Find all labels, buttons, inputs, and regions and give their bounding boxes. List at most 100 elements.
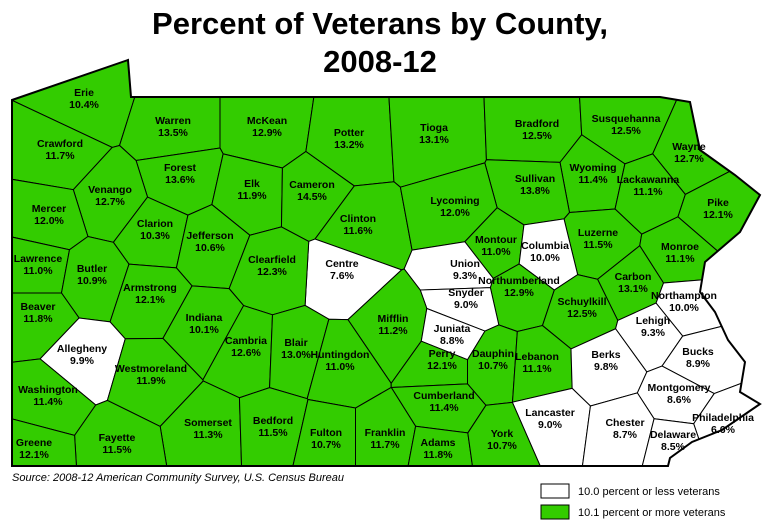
county-value: 9.9% <box>70 355 95 367</box>
county-value: 7.6% <box>330 270 355 282</box>
county-value: 13.1% <box>419 134 449 146</box>
county-name: Armstrong <box>123 282 177 294</box>
county-labels: Erie10.4%Crawford11.7%Warren13.5%McKean1… <box>14 87 754 461</box>
county-name: Lackawanna <box>617 174 680 186</box>
county-value: 8.5% <box>661 441 686 453</box>
county-value: 12.1% <box>427 360 457 372</box>
county-name: Venango <box>88 184 132 196</box>
county-value: 6.6% <box>711 424 736 436</box>
county-name: Pike <box>707 197 729 209</box>
county-value: 11.8% <box>23 313 53 325</box>
county-name: Fayette <box>99 432 136 444</box>
county-value: 8.8% <box>440 335 465 347</box>
county-value: 11.7% <box>370 439 400 451</box>
county-value: 8.6% <box>667 394 692 406</box>
county-name: Clearfield <box>248 254 296 266</box>
county-value: 10.4% <box>69 99 99 111</box>
county-value: 11.5% <box>583 239 613 251</box>
county-name: Juniata <box>434 323 471 335</box>
county-value: 11.3% <box>193 429 223 441</box>
county-name: Wayne <box>672 141 706 153</box>
county-value: 11.4% <box>429 402 459 414</box>
county-name: Greene <box>16 437 52 449</box>
county-name: Beaver <box>20 301 55 313</box>
county-name: Jefferson <box>186 230 233 242</box>
county-name: Clinton <box>340 213 376 225</box>
county-name: Elk <box>244 178 260 190</box>
county-value: 11.9% <box>136 375 166 387</box>
county <box>74 399 178 466</box>
county-name: Carbon <box>615 271 652 283</box>
county <box>652 60 760 196</box>
county-value: 9.8% <box>594 361 619 373</box>
county-name: Sullivan <box>515 173 555 185</box>
county-value: 11.1% <box>665 253 695 265</box>
county-name: Cambria <box>225 335 267 347</box>
county-name: Potter <box>334 127 364 139</box>
county-name: Bucks <box>682 346 714 358</box>
county-value: 11.2% <box>378 325 408 337</box>
county-value: 10.9% <box>77 275 107 287</box>
county-name: Lawrence <box>14 253 63 265</box>
county-name: Susquehanna <box>592 113 661 125</box>
county-name: Somerset <box>184 417 232 429</box>
county-name: Bedford <box>253 415 293 427</box>
county-name: Washington <box>18 384 78 396</box>
county-name: Snyder <box>448 287 484 299</box>
state-outline <box>11 58 762 467</box>
county-value: 12.1% <box>135 294 165 306</box>
county-value: 10.7% <box>478 360 508 372</box>
county-name: Cumberland <box>413 390 474 402</box>
county-value: 13.8% <box>520 185 550 197</box>
county-name: Cameron <box>289 179 335 191</box>
county-value: 11.8% <box>423 449 453 461</box>
county-name: Lancaster <box>525 407 575 419</box>
county-value: 11.6% <box>343 225 373 237</box>
county-name: Fulton <box>310 427 342 439</box>
county-value: 12.1% <box>703 209 733 221</box>
legend-swatch <box>540 483 570 499</box>
county-value: 12.6% <box>231 347 261 359</box>
county-name: Luzerne <box>578 227 618 239</box>
county-value: 9.3% <box>453 270 478 282</box>
county-name: Chester <box>605 417 644 429</box>
legend-swatch <box>540 504 570 520</box>
county-name: Centre <box>325 258 358 270</box>
county-name: Union <box>450 258 480 270</box>
county-name: McKean <box>247 115 287 127</box>
county-name: Philadelphia <box>692 412 754 424</box>
county-value: 12.5% <box>567 308 597 320</box>
county <box>12 415 81 466</box>
county-value: 12.7% <box>95 196 125 208</box>
county-name: Lebanon <box>515 351 559 363</box>
county-value: 11.1% <box>522 363 552 375</box>
county-name: Schuylkill <box>557 296 606 308</box>
county-value: 12.0% <box>440 207 470 219</box>
county-name: Mifflin <box>378 313 409 325</box>
county-value: 12.5% <box>522 130 552 142</box>
county-value: 8.7% <box>613 429 638 441</box>
county-value: 11.0% <box>23 265 53 277</box>
county-value: 10.7% <box>311 439 341 451</box>
county-name: Huntingdon <box>311 349 370 361</box>
county-name: Berks <box>591 349 620 361</box>
county-value: 13.2% <box>334 139 364 151</box>
county-value: 11.0% <box>325 361 355 373</box>
county-name: Montour <box>475 234 517 246</box>
county-name: Franklin <box>365 427 406 439</box>
county-name: Crawford <box>37 138 83 150</box>
county-value: 13.5% <box>158 127 188 139</box>
county-value: 14.5% <box>297 191 327 203</box>
county-name: Delaware <box>650 429 696 441</box>
county-value: 10.0% <box>669 302 699 314</box>
county-name: Blair <box>284 337 307 349</box>
county-name: Northumberland <box>478 275 560 287</box>
county-name: Perry <box>429 348 456 360</box>
county-value: 12.1% <box>19 449 49 461</box>
county-name: Bradford <box>515 118 559 130</box>
title-line: Percent of Veterans by County, <box>152 6 608 41</box>
county-value: 12.7% <box>674 153 704 165</box>
county-name: Lycoming <box>430 195 479 207</box>
county-name: Wyoming <box>569 162 616 174</box>
